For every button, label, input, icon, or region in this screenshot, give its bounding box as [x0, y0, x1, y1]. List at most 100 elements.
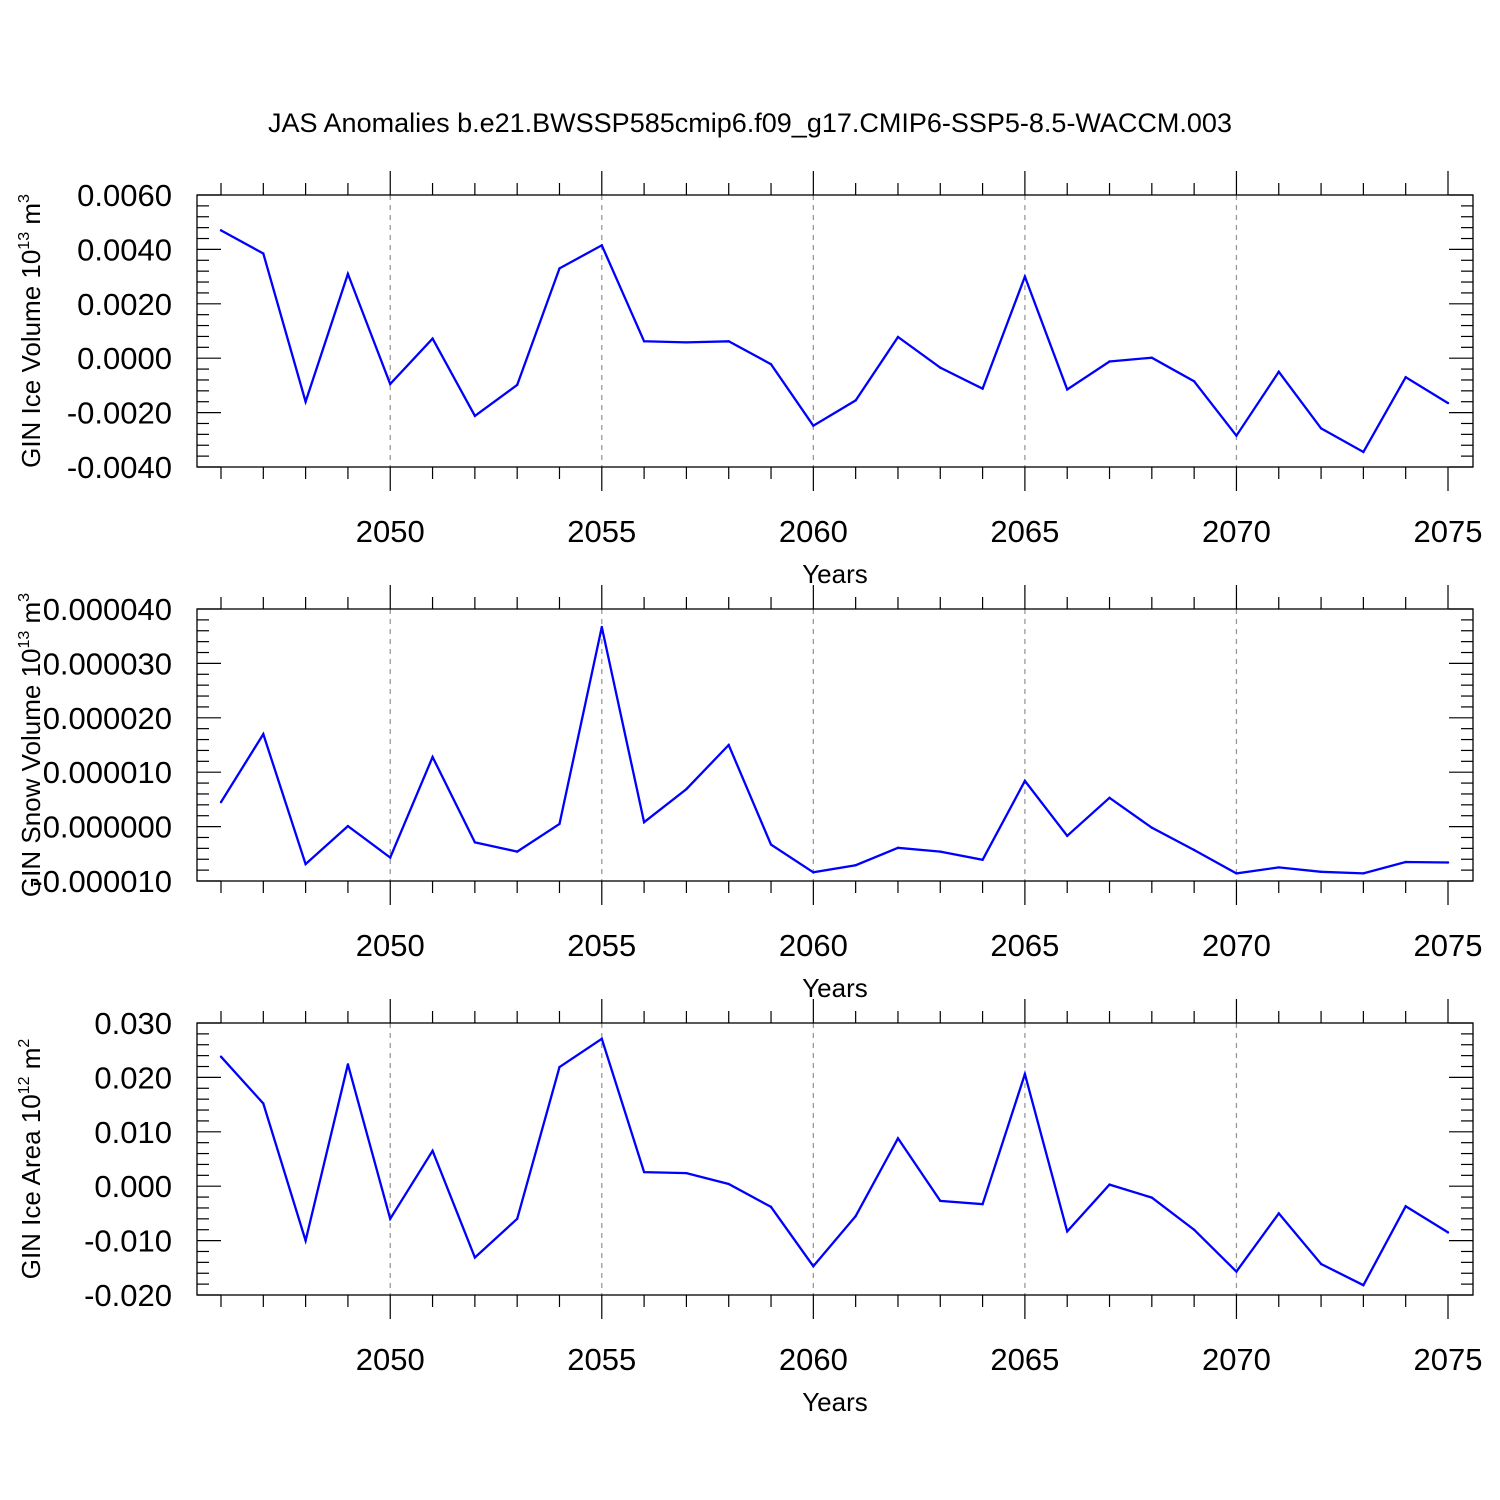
- panel-ice-area: 0.030 0.020 0.010 0.000 -0.010 -0.020 2050 2055…: [16, 999, 1482, 1417]
- data-point: [431, 337, 434, 340]
- x-tick-label: 2065: [990, 1342, 1059, 1377]
- chart-title: JAS Anomalies b.e21.BWSSP585cmip6.f09_g1…: [268, 108, 1232, 138]
- data-point: [346, 272, 350, 276]
- x-tick-label: 2055: [567, 928, 636, 963]
- data-point: [854, 399, 857, 402]
- data-point: [219, 800, 223, 804]
- data-point: [515, 850, 519, 853]
- data-point: [812, 1264, 815, 1268]
- data-point: [1404, 1205, 1407, 1208]
- data-point: [473, 841, 477, 844]
- data-point: [473, 414, 477, 418]
- series-line-ice-volume: [220, 229, 1449, 454]
- data-point: [1362, 872, 1365, 875]
- data-point: [1404, 376, 1407, 379]
- data-point: [685, 1171, 688, 1175]
- data-point: [1108, 360, 1111, 363]
- data-point: [219, 1055, 223, 1058]
- y-tick-label: 0.030: [94, 1006, 172, 1041]
- y-tick-label: 0.010: [94, 1115, 172, 1150]
- y-tick-label: -0.0040: [67, 450, 172, 485]
- data-point: [389, 856, 392, 859]
- x-axis-label: Years: [802, 1387, 868, 1417]
- data-point: [642, 821, 646, 824]
- plot-frame: [196, 608, 1474, 882]
- x-tick-label: 2055: [567, 1342, 636, 1377]
- series-line-snow-volume: [220, 626, 1449, 875]
- data-point: [1277, 1212, 1280, 1215]
- x-tick-label: 2070: [1202, 928, 1271, 963]
- data-point: [1235, 872, 1238, 875]
- data-point: [727, 743, 730, 747]
- y-tick-label: 0.0060: [77, 178, 172, 213]
- data-point: [1066, 388, 1069, 391]
- data-point: [219, 229, 223, 232]
- data-point: [854, 864, 857, 867]
- y-tick-label: 0.0000: [77, 341, 172, 376]
- data-point: [1446, 401, 1450, 405]
- data-point: [642, 1170, 646, 1174]
- y-tick-label: 0.0020: [77, 287, 172, 322]
- data-point: [896, 335, 900, 339]
- data-point: [389, 382, 392, 386]
- x-tick-label: 2060: [779, 1342, 848, 1377]
- data-point: [600, 1037, 603, 1040]
- data-point: [1235, 1270, 1238, 1273]
- data-point: [515, 383, 519, 387]
- panel-ice-volume: 0.0060 0.0040 0.0020 0.0000 -0.0020 -0.0040 20…: [16, 171, 1482, 589]
- y-tick-label: 0.0040: [77, 232, 172, 267]
- y-tick-label: 0.000040: [43, 592, 172, 627]
- x-tick-label: 2070: [1202, 1342, 1271, 1377]
- data-point: [769, 843, 773, 846]
- data-point: [389, 1217, 392, 1221]
- data-point: [558, 822, 561, 826]
- data-point: [262, 252, 265, 255]
- y-tick-label: -0.010: [84, 1224, 172, 1259]
- data-point: [346, 1063, 350, 1066]
- data-point: [1277, 370, 1280, 373]
- x-tick-label: 2060: [779, 928, 848, 963]
- x-tick-label: 2050: [356, 928, 425, 963]
- data-point: [981, 858, 984, 861]
- x-tick-label: 2075: [1414, 514, 1483, 549]
- y-tick-label: 0.000: [94, 1169, 172, 1204]
- data-point: [1362, 1284, 1365, 1287]
- data-point: [1023, 1072, 1027, 1076]
- y-axis-label: GIN Snow Volume 1013 m3: [16, 593, 46, 897]
- y-axis-label: GIN Ice Area 1012 m2: [16, 1039, 46, 1280]
- data-point: [727, 340, 730, 343]
- data-point: [1446, 1231, 1450, 1234]
- data-point: [262, 1102, 265, 1105]
- data-point: [1319, 1262, 1323, 1266]
- data-point: [1023, 275, 1027, 278]
- x-tick-label: 2075: [1414, 1342, 1483, 1377]
- y-tick-label: -0.020: [84, 1278, 172, 1313]
- y-tick-label: -0.0020: [67, 396, 172, 431]
- y-axis-label: GIN Ice Volume 1013 m3: [16, 194, 46, 468]
- x-tick-label: 2065: [990, 928, 1059, 963]
- data-point: [981, 1202, 984, 1206]
- data-point: [685, 787, 688, 791]
- data-point: [1150, 356, 1154, 359]
- data-point: [1066, 1230, 1069, 1233]
- data-point: [896, 846, 900, 850]
- data-point: [1192, 1228, 1196, 1231]
- data-point: [515, 1217, 519, 1221]
- data-point: [1319, 427, 1323, 430]
- data-point: [685, 341, 688, 344]
- data-point: [262, 732, 265, 736]
- x-tick-label: 2060: [779, 514, 848, 549]
- x-axis-label: Years: [802, 973, 868, 1003]
- x-tick-label: 2075: [1414, 928, 1483, 963]
- data-point: [1150, 1196, 1154, 1199]
- data-point: [1192, 380, 1196, 383]
- y-tick-label: 0.000020: [43, 701, 172, 736]
- x-tick-label: 2050: [356, 514, 425, 549]
- data-point: [1192, 848, 1196, 852]
- x-tick-label: 2070: [1202, 514, 1271, 549]
- y-tick-label: -0.000010: [32, 864, 172, 899]
- y-tick-label: 0.000000: [43, 810, 172, 845]
- data-point: [1235, 434, 1238, 437]
- data-point: [1108, 796, 1111, 799]
